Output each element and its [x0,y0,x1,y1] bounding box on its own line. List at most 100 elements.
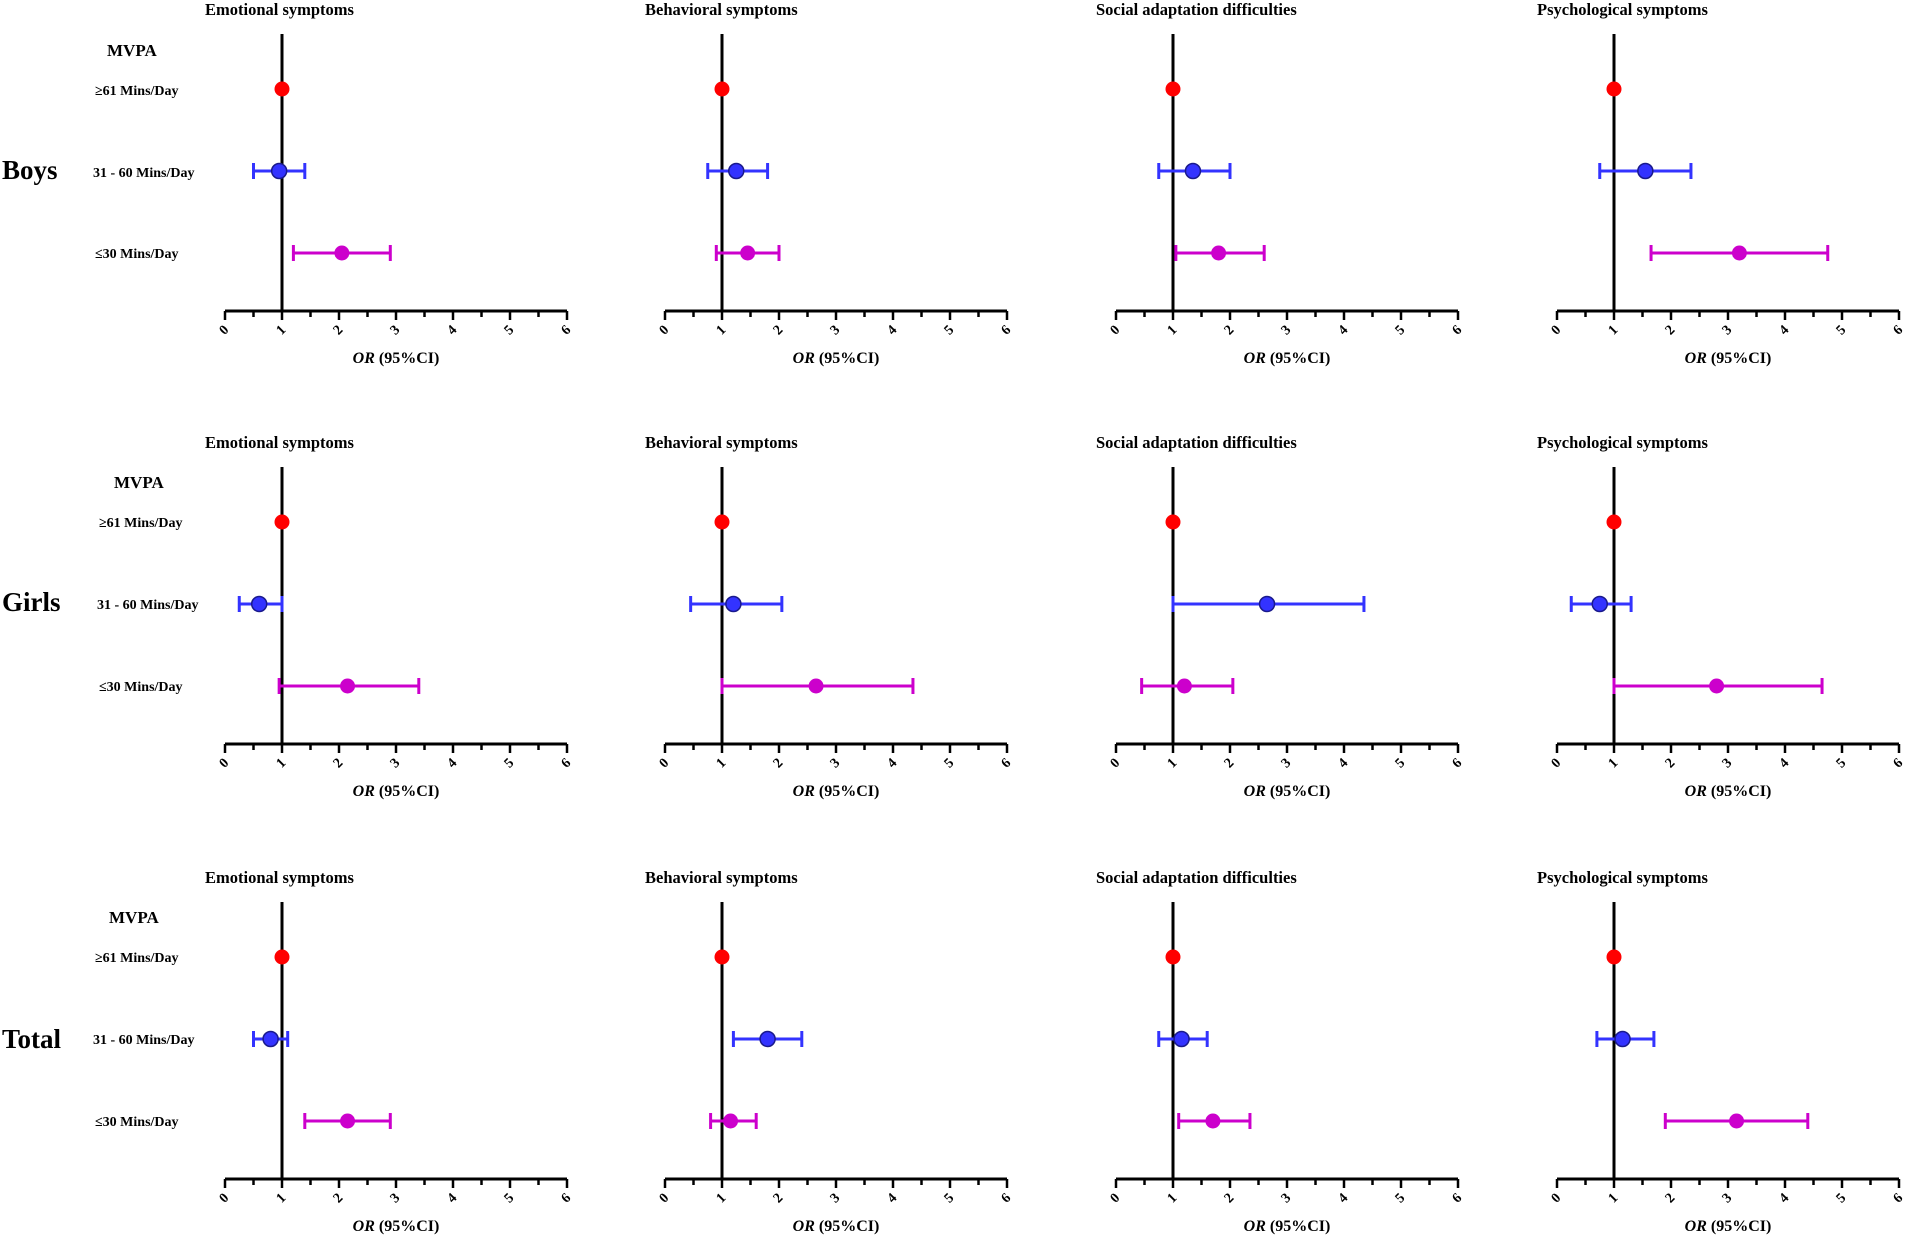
tick-label: 1 [274,1191,290,1207]
tick-label: 6 [999,1191,1015,1207]
or-point [262,1030,279,1048]
panel-title: Social adaptation difficulties [1096,868,1297,887]
tick-label: 3 [1720,323,1736,339]
or-point [1709,678,1725,694]
panel-girls-1: Emotional symptoms 0 1 2 3 4 5 6 OR (95%CI) [205,433,574,800]
tick-label: 5 [502,1191,518,1207]
or-point [270,162,288,180]
tick-label: 1 [714,756,730,772]
tick-label: 2 [1222,323,1238,339]
or-point [340,1113,356,1129]
tick-label: 6 [1450,756,1466,772]
tick-label: 3 [388,323,404,339]
panel-title: Psychological symptoms [1537,0,1709,19]
or-point [1165,514,1181,530]
tick-label: 0 [1108,756,1124,772]
tick-label: 0 [1108,1191,1124,1207]
row-label-girls-high: ≥61 Mins/Day [99,516,183,531]
row-label-total-moderate: 31 - 60 Mins/Day [93,1033,195,1048]
tick-label: 2 [771,756,787,772]
tick-label: 6 [1891,756,1907,772]
tick-label: 4 [1336,756,1352,772]
tick-label: 4 [445,1191,461,1207]
tick-label: 2 [1222,1191,1238,1207]
panel-boys-2: Behavioral symptoms 0 1 2 3 4 5 6 OR (95%CI) [645,0,1014,367]
panel-girls-4: Psychological symptoms 0 1 2 3 4 5 6 OR (95%CI) [1537,433,1906,800]
tick-label: 3 [828,756,844,772]
row-label-boys-moderate: 31 - 60 Mins/Day [93,166,195,181]
panel-title: Behavioral symptoms [645,868,798,887]
or-point [1729,1113,1745,1129]
panel-total-1: Emotional symptoms 0 1 2 3 4 5 6 OR (95%CI) [205,868,574,1235]
or-point [1205,1113,1221,1129]
tick-label: 0 [657,1191,673,1207]
row-label-girls-moderate: 31 - 60 Mins/Day [97,598,199,613]
or-point [1591,595,1608,613]
or-point [250,595,268,613]
x-axis-label: OR (95%CI) [793,1218,880,1235]
tick-label: 5 [942,1191,958,1207]
or-point [1165,949,1181,965]
or-point [1165,81,1181,97]
tick-label: 4 [445,756,461,772]
tick-label: 5 [942,756,958,772]
tick-label: 3 [1720,756,1736,772]
tick-label: 4 [885,756,901,772]
panel-title: Psychological symptoms [1537,868,1709,887]
tick-label: 6 [559,1191,575,1207]
tick-label: 4 [445,323,461,339]
tick-label: 0 [657,756,673,772]
panel-boys-1: Emotional symptoms 0 1 2 3 4 5 6 OR (95%CI) [205,0,574,367]
tick-label: 1 [1165,756,1181,772]
x-axis-label: OR (95%CI) [1244,783,1331,800]
tick-label: 5 [1393,756,1409,772]
or-point [274,949,290,965]
tick-label: 2 [1222,756,1238,772]
row-label-boys-low: ≤30 Mins/Day [95,247,179,262]
mvpa-header-boys: MVPA [107,41,157,60]
or-point [334,245,350,261]
tick-label: 3 [828,1191,844,1207]
tick-label: 5 [502,323,518,339]
or-point [274,81,290,97]
or-point [1606,81,1622,97]
tick-label: 4 [885,323,901,339]
panel-title: Emotional symptoms [205,433,355,452]
mvpa-header-total: MVPA [109,908,159,927]
tick-label: 2 [1663,1191,1679,1207]
or-point [714,949,730,965]
tick-label: 1 [1606,756,1622,772]
tick-label: 1 [714,1191,730,1207]
row-label-girls-low: ≤30 Mins/Day [99,680,183,695]
row-label-boys-high: ≥61 Mins/Day [95,84,179,99]
or-point [1614,1030,1631,1048]
tick-label: 1 [1606,323,1622,339]
group-label-total: Total [2,1024,62,1054]
tick-label: 6 [1450,323,1466,339]
or-point [714,81,730,97]
tick-label: 1 [274,323,290,339]
tick-label: 6 [1450,1191,1466,1207]
tick-label: 0 [217,756,233,772]
tick-label: 4 [1777,1191,1793,1207]
x-axis-label: OR (95%CI) [1244,1218,1331,1235]
tick-label: 6 [1891,1191,1907,1207]
tick-label: 5 [1393,323,1409,339]
tick-label: 2 [331,756,347,772]
tick-label: 5 [502,756,518,772]
or-point [759,1030,776,1048]
or-point [808,678,824,694]
tick-label: 1 [1165,323,1181,339]
panel-girls-2: Behavioral symptoms 0 1 2 3 4 5 6 OR (95%CI) [645,433,1014,800]
panel-title: Social adaptation difficulties [1096,433,1297,452]
x-axis-label: OR (95%CI) [353,1218,440,1235]
panel-title: Social adaptation difficulties [1096,0,1297,19]
mvpa-header-girls: MVPA [114,473,164,492]
or-point [1176,678,1192,694]
or-point [274,514,290,530]
tick-label: 5 [942,323,958,339]
tick-label: 0 [657,323,673,339]
tick-label: 2 [771,323,787,339]
or-point [1184,162,1202,180]
tick-label: 0 [1549,1191,1565,1207]
